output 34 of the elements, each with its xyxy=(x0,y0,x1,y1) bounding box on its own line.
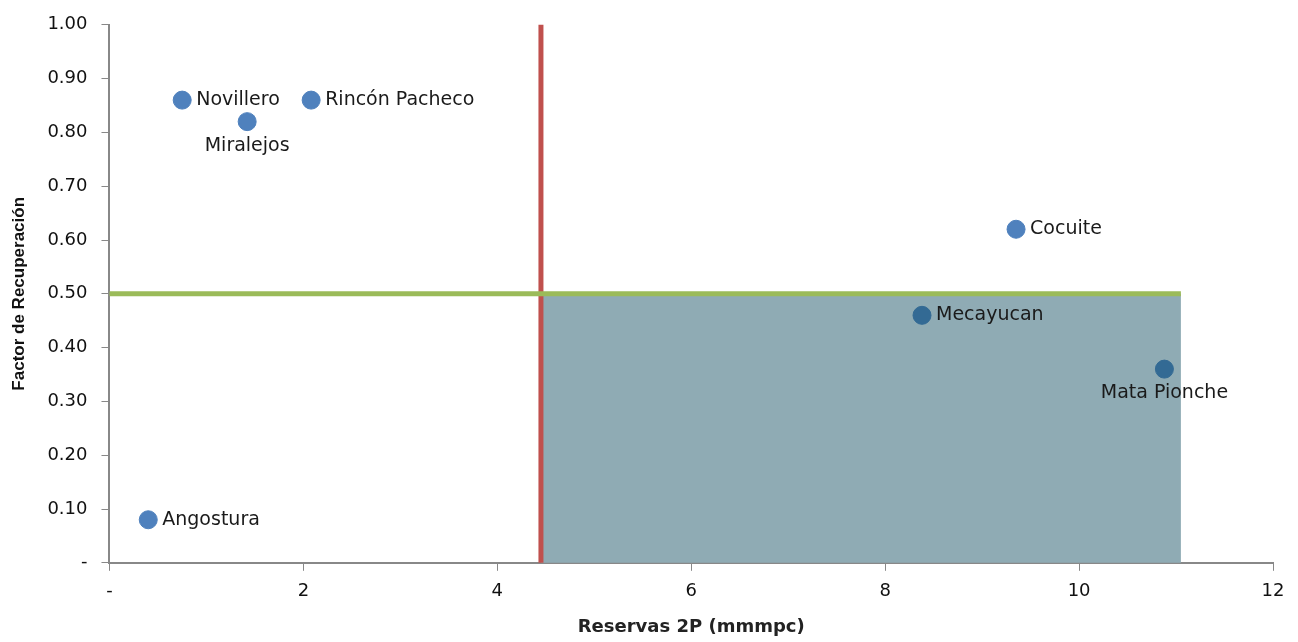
x-tick-label: 12 xyxy=(1261,579,1285,601)
x-tick-label: 8 xyxy=(879,579,891,601)
y-tick-label: - xyxy=(80,550,88,572)
y-tick-label: 0.30 xyxy=(47,389,88,411)
data-label: Angostura xyxy=(162,506,260,529)
x-tick-label: 4 xyxy=(491,579,504,601)
y-tick-label: 0.60 xyxy=(47,227,88,249)
y-tick-label: 0.90 xyxy=(47,66,88,88)
point xyxy=(912,305,932,325)
x-tick-label: 2 xyxy=(297,579,310,601)
x-tick-label: - xyxy=(106,579,113,601)
point xyxy=(301,90,321,110)
x-tick-label: 6 xyxy=(685,579,697,601)
y-tick-label: 0.70 xyxy=(47,173,88,195)
data-label: Miralejos xyxy=(204,132,290,155)
y-tick-label: 0.10 xyxy=(47,496,88,518)
data-label: Mecayucan xyxy=(936,302,1044,325)
x-axis-title: Reservas 2P (mmmpc) xyxy=(577,614,805,636)
point xyxy=(1006,219,1026,239)
y-tick-label: 0.40 xyxy=(47,335,88,357)
point xyxy=(172,90,192,110)
y-tick-label: 0.50 xyxy=(47,281,88,303)
point xyxy=(237,112,257,132)
y-tick-label: 0.80 xyxy=(47,120,88,142)
point xyxy=(1154,359,1174,379)
point xyxy=(138,510,158,530)
x-tick-label: 10 xyxy=(1067,579,1091,601)
y-axis-title: Factor de Recuperación xyxy=(8,196,28,391)
data-label: Cocuite xyxy=(1030,216,1102,239)
data-label: Rincón Pacheco xyxy=(325,87,475,110)
y-tick-label: 0.20 xyxy=(47,442,88,464)
data-label: Mata Pionche xyxy=(1100,380,1229,403)
y-tick-label: 1.00 xyxy=(47,12,88,34)
data-label: Novillero xyxy=(196,87,280,110)
